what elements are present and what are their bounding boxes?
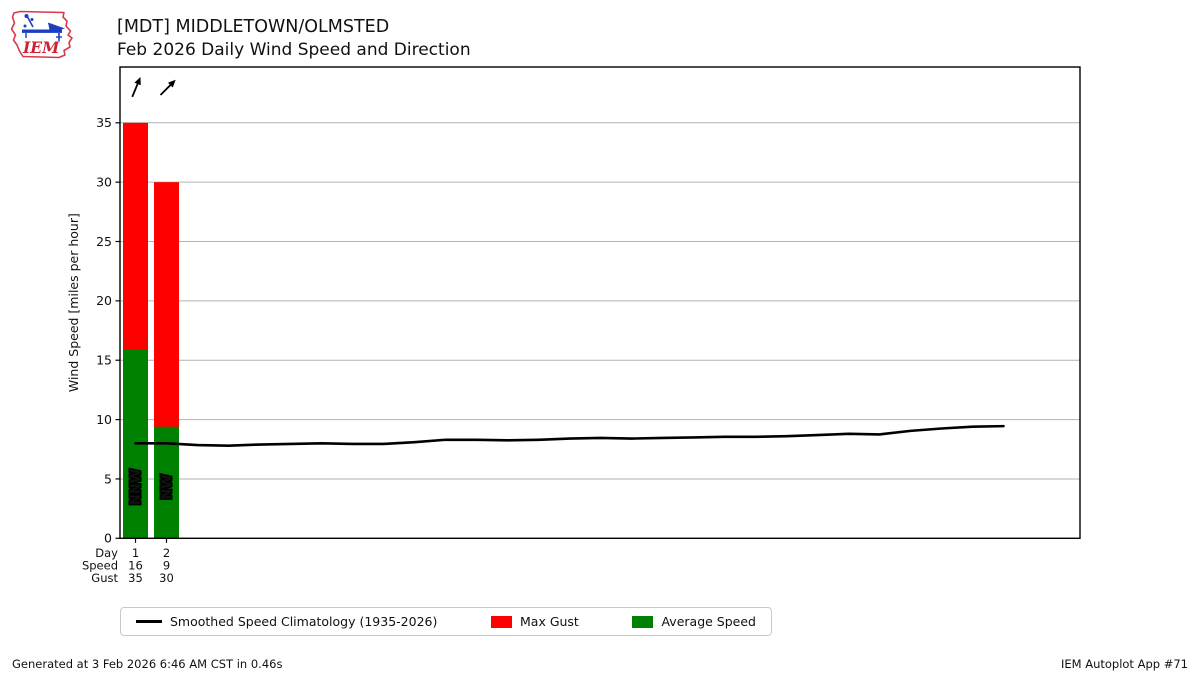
wind-arrow-day-2	[159, 83, 173, 96]
row-header-gust: Gust	[91, 571, 118, 585]
legend-label-average-speed: Average Speed	[661, 614, 756, 629]
wind-arrowhead-day-1	[134, 76, 141, 86]
legend-swatch-average-speed	[632, 615, 654, 628]
ytick-label-5: 5	[104, 471, 112, 486]
y-axis-label: Wind Speed [miles per hour]	[66, 213, 81, 392]
legend-item-average-speed: Average Speed	[632, 614, 756, 629]
plot-border	[119, 66, 1081, 539]
iowa-outline	[10, 10, 73, 59]
row-speed-value-day-2: 9	[163, 559, 170, 573]
iem-logo: IEM	[10, 10, 73, 59]
ytick-label-10: 10	[96, 412, 112, 427]
ytick-label-30: 30	[96, 175, 112, 190]
row-speed-value-day-1: 16	[128, 559, 143, 573]
direction-label-day-2: NW	[160, 474, 175, 499]
wind-arrow-day-1	[131, 81, 140, 98]
app-id-text: IEM Autoplot App #71	[1060, 657, 1188, 671]
ytick-label-20: 20	[96, 293, 112, 308]
bar-average-speed-day-2	[154, 426, 179, 539]
legend-item-climatology: Smoothed Speed Climatology (1935-2026)	[136, 614, 437, 629]
ytick-label-25: 25	[96, 234, 112, 249]
legend-item-max-gust: Max Gust	[491, 614, 579, 629]
row-header-speed: Speed	[82, 559, 118, 573]
ytick-label-35: 35	[96, 115, 112, 130]
climatology-line	[134, 424, 1005, 448]
ytick-label-0: 0	[104, 531, 112, 546]
weather-vane-icon	[22, 14, 65, 41]
climatology-line-swatch	[136, 620, 162, 623]
ytick-label-15: 15	[96, 353, 112, 368]
row-gust-value-day-2: 30	[159, 571, 174, 585]
chart-title: [MDT] MIDDLETOWN/OLMSTED	[117, 17, 390, 37]
direction-label-day-1: NNW	[129, 469, 144, 505]
legend-label-climatology: Smoothed Speed Climatology (1935-2026)	[170, 614, 438, 629]
chart-subtitle: Feb 2026 Daily Wind Speed and Direction	[117, 40, 471, 60]
row-day-value-day-2: 2	[163, 546, 170, 560]
chart-legend: Smoothed Speed Climatology (1935-2026) M…	[120, 607, 772, 636]
row-gust-value-day-1: 35	[128, 571, 143, 585]
legend-label-max-gust: Max Gust	[520, 614, 579, 629]
row-header-day: Day	[95, 546, 118, 560]
generated-at-text: Generated at 3 Feb 2026 6:46 AM CST in 0…	[12, 657, 283, 671]
logo-text: IEM	[22, 38, 60, 57]
row-day-value-day-1: 1	[132, 546, 139, 560]
wind-arrowhead-day-2	[167, 79, 176, 88]
legend-swatch-max-gust	[491, 615, 512, 628]
